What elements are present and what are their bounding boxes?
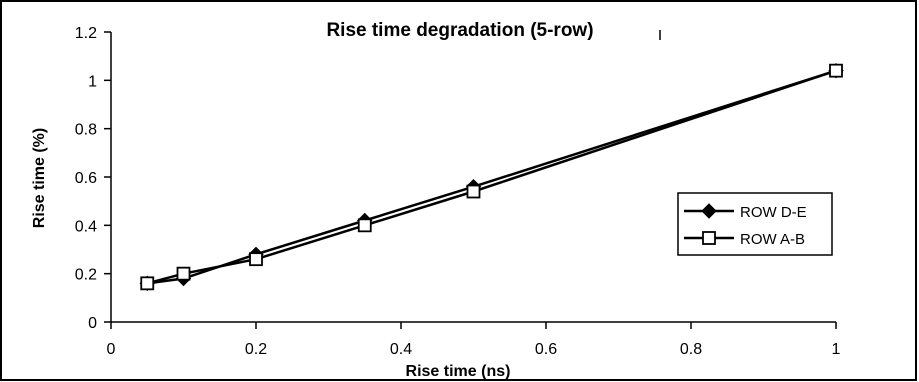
y-tick-label: 0.8	[75, 122, 97, 139]
data-point	[466, 184, 481, 199]
y-tick-label: 0.2	[75, 267, 97, 284]
legend-item: ROW A-B	[684, 231, 805, 248]
data-point	[357, 218, 372, 233]
data-point	[249, 252, 263, 267]
legend-item: ROW D-E	[684, 203, 807, 221]
y-ticks: 0 0.2 0.4 0.6 0.8 1 1.2	[75, 25, 111, 332]
y-axis-title: Rise time (%)	[31, 128, 48, 228]
data-point	[140, 276, 155, 291]
data-point	[829, 63, 843, 78]
legend-marker	[701, 203, 717, 219]
x-tick-label: 0	[107, 341, 116, 358]
legend-label: ROW A-B	[740, 231, 805, 248]
y-tick-label: 0.4	[75, 218, 97, 235]
x-ticks: 0 0.2 0.4 0.6 0.8 1	[107, 322, 841, 358]
y-tick-label: 1	[88, 73, 97, 90]
x-tick-label: 0.2	[245, 341, 267, 358]
legend-items: ROW D-E ROW A-B	[684, 203, 807, 248]
x-tick-label: 0.6	[535, 341, 557, 358]
legend-label: ROW D-E	[740, 204, 807, 221]
x-axis-title: Rise time (ns)	[406, 363, 511, 380]
legend-marker	[702, 231, 716, 245]
series-layer	[139, 62, 844, 292]
y-tick-label: 0	[88, 315, 97, 332]
legend: ROW D-E ROW A-B	[677, 192, 833, 256]
chart-title: Rise time degradation (5-row)	[326, 20, 593, 41]
x-tick-label: 0.4	[390, 341, 412, 358]
series-row-a-b	[140, 63, 843, 291]
data-point	[176, 266, 191, 281]
x-tick-label: 1	[832, 341, 841, 358]
y-tick-label: 1.2	[75, 25, 97, 42]
x-tick-label: 0.8	[680, 341, 702, 358]
y-tick-label: 0.6	[75, 170, 97, 187]
